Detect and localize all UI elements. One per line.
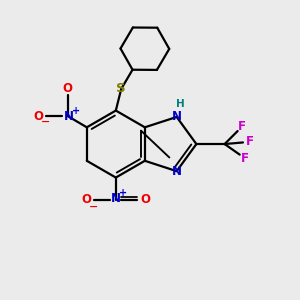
Text: O: O bbox=[34, 110, 44, 122]
Text: N: N bbox=[172, 110, 182, 124]
Text: H: H bbox=[176, 99, 184, 109]
Text: S: S bbox=[116, 82, 126, 95]
Text: O: O bbox=[63, 82, 73, 95]
Text: −: − bbox=[89, 201, 98, 212]
Text: N: N bbox=[111, 192, 121, 205]
Text: −: − bbox=[41, 117, 50, 127]
Text: O: O bbox=[82, 193, 92, 206]
Text: N: N bbox=[172, 165, 182, 178]
Text: N: N bbox=[64, 110, 74, 122]
Text: F: F bbox=[245, 135, 253, 148]
Text: O: O bbox=[140, 193, 150, 206]
Text: F: F bbox=[238, 120, 246, 133]
Text: +: + bbox=[72, 106, 80, 116]
Text: +: + bbox=[118, 188, 127, 198]
Text: F: F bbox=[241, 152, 249, 165]
